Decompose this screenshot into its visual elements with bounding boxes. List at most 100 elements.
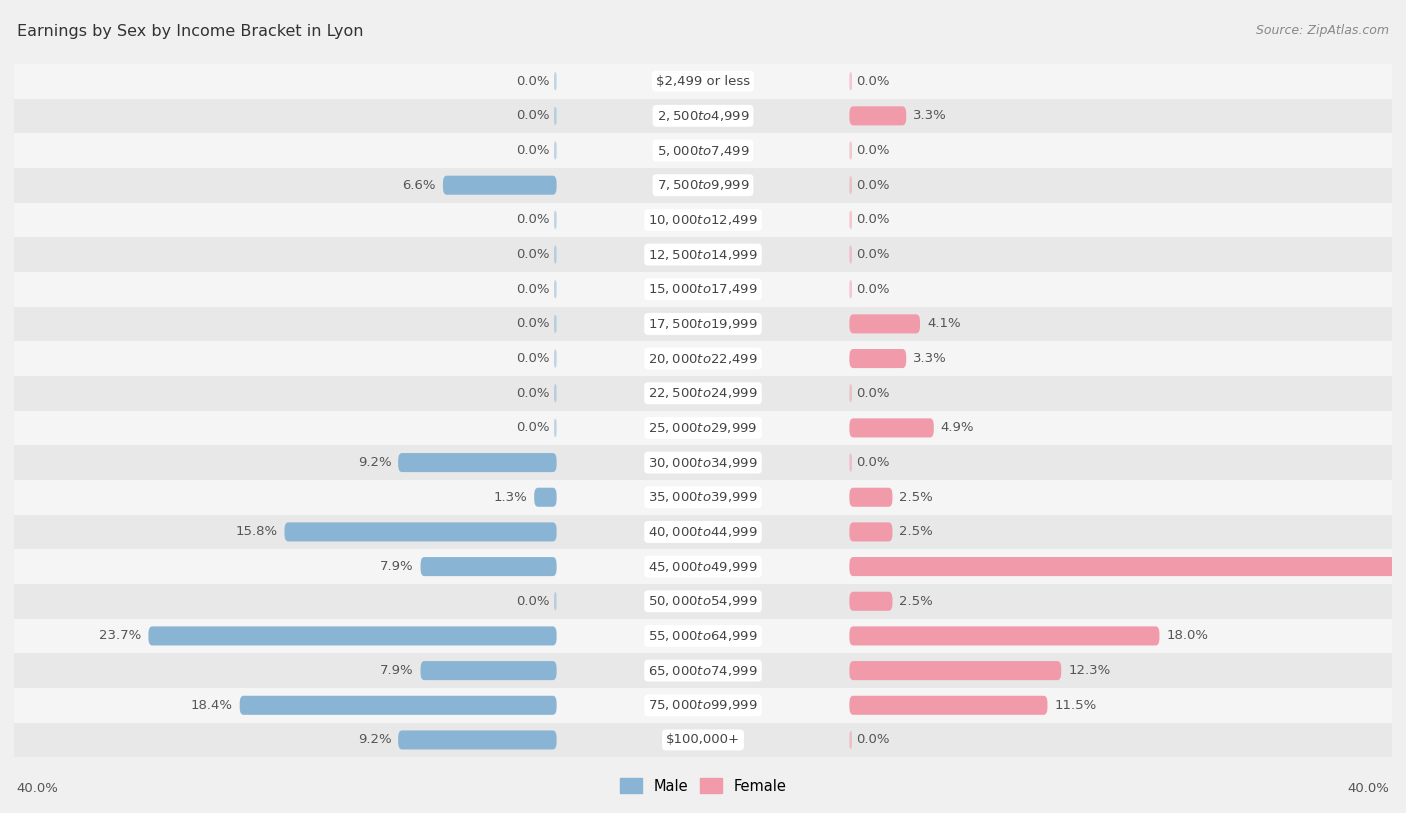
FancyBboxPatch shape (554, 245, 557, 264)
FancyBboxPatch shape (849, 315, 920, 333)
FancyBboxPatch shape (849, 419, 934, 437)
FancyBboxPatch shape (849, 245, 852, 264)
FancyBboxPatch shape (554, 211, 557, 229)
FancyBboxPatch shape (849, 488, 893, 506)
FancyBboxPatch shape (849, 176, 852, 195)
Legend: Male, Female: Male, Female (614, 772, 792, 799)
FancyBboxPatch shape (849, 661, 1062, 680)
FancyBboxPatch shape (849, 626, 1160, 646)
FancyBboxPatch shape (554, 280, 557, 298)
Text: $20,000 to $22,499: $20,000 to $22,499 (648, 351, 758, 366)
FancyBboxPatch shape (554, 419, 557, 437)
FancyBboxPatch shape (398, 730, 557, 750)
Text: $65,000 to $74,999: $65,000 to $74,999 (648, 663, 758, 677)
Bar (14, 584, 1392, 619)
FancyBboxPatch shape (849, 557, 1406, 576)
Text: 0.0%: 0.0% (856, 75, 890, 88)
FancyBboxPatch shape (284, 523, 557, 541)
Text: 18.4%: 18.4% (191, 699, 233, 711)
Text: 0.0%: 0.0% (516, 595, 550, 608)
FancyBboxPatch shape (149, 626, 557, 646)
Text: $10,000 to $12,499: $10,000 to $12,499 (648, 213, 758, 227)
Text: $25,000 to $29,999: $25,000 to $29,999 (648, 421, 758, 435)
FancyBboxPatch shape (554, 141, 557, 160)
Bar (14, 237, 1392, 272)
Bar (14, 167, 1392, 202)
FancyBboxPatch shape (849, 384, 852, 402)
FancyBboxPatch shape (420, 557, 557, 576)
Text: $12,500 to $14,999: $12,500 to $14,999 (648, 247, 758, 262)
Text: 0.0%: 0.0% (856, 248, 890, 261)
FancyBboxPatch shape (554, 72, 557, 91)
Text: $50,000 to $54,999: $50,000 to $54,999 (648, 594, 758, 608)
Bar (14, 619, 1392, 654)
Text: 0.0%: 0.0% (856, 179, 890, 192)
FancyBboxPatch shape (849, 730, 852, 750)
FancyBboxPatch shape (554, 384, 557, 402)
Text: $22,500 to $24,999: $22,500 to $24,999 (648, 386, 758, 400)
FancyBboxPatch shape (849, 211, 852, 229)
Bar (14, 133, 1392, 167)
FancyBboxPatch shape (554, 349, 557, 368)
Text: $75,000 to $99,999: $75,000 to $99,999 (648, 698, 758, 712)
FancyBboxPatch shape (849, 141, 852, 160)
Bar (14, 723, 1392, 757)
Text: 0.0%: 0.0% (516, 144, 550, 157)
Bar (14, 446, 1392, 480)
Bar (14, 515, 1392, 550)
Text: Earnings by Sex by Income Bracket in Lyon: Earnings by Sex by Income Bracket in Lyo… (17, 24, 363, 39)
Text: 1.3%: 1.3% (494, 491, 527, 504)
FancyBboxPatch shape (849, 280, 852, 298)
Text: 0.0%: 0.0% (856, 733, 890, 746)
Text: 12.3%: 12.3% (1069, 664, 1111, 677)
Text: 0.0%: 0.0% (516, 75, 550, 88)
Text: 9.2%: 9.2% (357, 456, 391, 469)
Bar (14, 64, 1392, 98)
Text: 3.3%: 3.3% (912, 110, 946, 122)
Bar (14, 480, 1392, 515)
Bar (14, 341, 1392, 376)
FancyBboxPatch shape (554, 592, 557, 611)
Bar (14, 202, 1392, 237)
FancyBboxPatch shape (554, 315, 557, 333)
Text: $45,000 to $49,999: $45,000 to $49,999 (648, 559, 758, 574)
Text: $15,000 to $17,499: $15,000 to $17,499 (648, 282, 758, 296)
Text: 7.9%: 7.9% (380, 664, 413, 677)
Text: 0.0%: 0.0% (516, 248, 550, 261)
Text: $5,000 to $7,499: $5,000 to $7,499 (657, 144, 749, 158)
Text: $30,000 to $34,999: $30,000 to $34,999 (648, 455, 758, 470)
Bar (14, 272, 1392, 307)
Text: $55,000 to $64,999: $55,000 to $64,999 (648, 629, 758, 643)
FancyBboxPatch shape (398, 453, 557, 472)
Text: 0.0%: 0.0% (856, 456, 890, 469)
Text: $40,000 to $44,999: $40,000 to $44,999 (648, 525, 758, 539)
Text: $2,499 or less: $2,499 or less (657, 75, 749, 88)
Text: 0.0%: 0.0% (516, 421, 550, 434)
Text: $7,500 to $9,999: $7,500 to $9,999 (657, 178, 749, 192)
FancyBboxPatch shape (534, 488, 557, 506)
Bar (14, 654, 1392, 688)
Text: 23.7%: 23.7% (100, 629, 142, 642)
Text: Source: ZipAtlas.com: Source: ZipAtlas.com (1256, 24, 1389, 37)
Text: 0.0%: 0.0% (516, 283, 550, 296)
FancyBboxPatch shape (849, 592, 893, 611)
Text: 4.1%: 4.1% (927, 317, 960, 330)
Text: 4.9%: 4.9% (941, 421, 974, 434)
Bar (14, 688, 1392, 723)
Text: $35,000 to $39,999: $35,000 to $39,999 (648, 490, 758, 504)
Text: $17,500 to $19,999: $17,500 to $19,999 (648, 317, 758, 331)
Bar (14, 307, 1392, 341)
Text: 0.0%: 0.0% (856, 213, 890, 226)
Text: 0.0%: 0.0% (856, 283, 890, 296)
FancyBboxPatch shape (849, 72, 852, 91)
Text: 2.5%: 2.5% (900, 595, 934, 608)
FancyBboxPatch shape (239, 696, 557, 715)
FancyBboxPatch shape (849, 349, 907, 368)
Text: 0.0%: 0.0% (516, 213, 550, 226)
Text: 0.0%: 0.0% (856, 144, 890, 157)
Text: 7.9%: 7.9% (380, 560, 413, 573)
Text: 3.3%: 3.3% (912, 352, 946, 365)
Text: $100,000+: $100,000+ (666, 733, 740, 746)
Text: 40.0%: 40.0% (17, 782, 59, 795)
Text: 0.0%: 0.0% (856, 387, 890, 400)
